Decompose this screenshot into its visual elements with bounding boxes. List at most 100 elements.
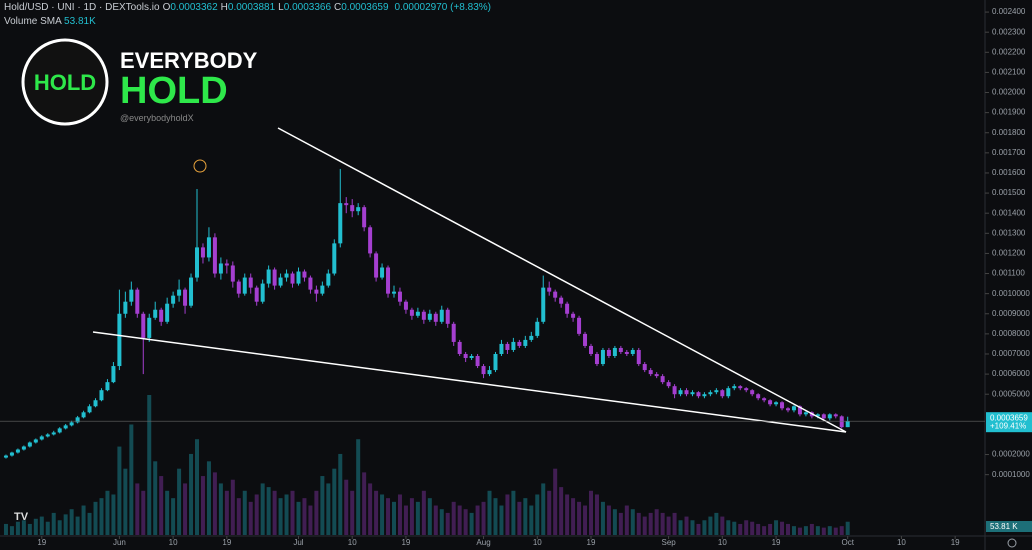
volume-bar: [624, 505, 629, 535]
candle-body: [618, 347, 623, 352]
volume-bar: [487, 490, 492, 535]
volume-bar: [147, 395, 152, 535]
volume-bar: [195, 439, 199, 535]
x-tick-label: 19: [772, 538, 781, 547]
volume-bar: [356, 439, 361, 535]
volume-bar: [696, 523, 701, 535]
candle-body: [9, 452, 14, 456]
volume-bar: [815, 526, 820, 535]
volume-bar: [45, 521, 50, 535]
y-tick-label: 0.001200: [992, 249, 1026, 258]
candle-body: [738, 386, 743, 389]
candle-body: [266, 269, 271, 284]
ohlc-value: 0.0003881: [227, 2, 276, 13]
y-tick-label: 0.001400: [992, 208, 1026, 217]
event-marker[interactable]: [193, 159, 207, 173]
volume-bar: [732, 521, 737, 535]
y-tick-label: 0.0006000: [992, 369, 1030, 378]
volume-bar: [350, 490, 355, 535]
volume-bar: [415, 501, 420, 535]
y-tick-label: 0.001600: [992, 168, 1026, 177]
volume-bar: [314, 490, 319, 535]
y-tick-label: 0.0005000: [992, 389, 1030, 398]
volume-bar: [660, 512, 665, 535]
candle-body: [517, 341, 522, 346]
volume-bar: [678, 520, 683, 535]
volume-bar: [463, 509, 468, 535]
candle-body: [630, 349, 635, 354]
volume-bar: [845, 521, 850, 535]
logo-badge: [21, 38, 109, 126]
candle-body: [57, 428, 62, 433]
candle-body: [815, 414, 820, 417]
brand-line1: EVERYBODY: [120, 48, 258, 73]
price-tag: [986, 412, 1032, 433]
volume-bar: [499, 505, 504, 535]
candle-body: [678, 390, 683, 395]
candle-body: [636, 349, 641, 365]
candle-body: [499, 343, 504, 354]
volume-bar: [738, 523, 743, 535]
volume-bar: [302, 498, 307, 535]
y-tick-label: 0.001700: [992, 148, 1026, 157]
volume-bar: [762, 526, 767, 535]
volume-bar: [9, 526, 14, 535]
candle-body: [195, 247, 199, 278]
x-tick-label: 10: [897, 538, 906, 547]
volume-bar: [39, 516, 44, 535]
y-tick-label: 0.0007000: [992, 349, 1030, 358]
price-tag-change: +109.41%: [990, 421, 1026, 430]
volume-bar: [714, 512, 719, 535]
volume-bar: [672, 512, 677, 535]
ohlc-label: C: [334, 2, 342, 13]
volume-bar: [780, 521, 785, 535]
candle-body: [744, 388, 749, 391]
candle-body: [165, 303, 170, 322]
candle-body: [780, 402, 785, 409]
y-tick-label: 0.0008000: [992, 329, 1030, 338]
y-tick-label: 0.0002000: [992, 450, 1030, 459]
x-tick-label: Jun: [113, 538, 126, 547]
candle-body: [368, 227, 373, 254]
candle-body: [589, 345, 593, 354]
volume-bar: [589, 490, 593, 535]
candle-body: [845, 421, 850, 428]
candle-body: [547, 287, 552, 292]
volume-bar: [69, 509, 74, 535]
candle-body: [141, 313, 146, 338]
volume-bar: [786, 523, 790, 535]
volume-bar: [99, 498, 104, 535]
candle-body: [469, 355, 474, 359]
candle-body: [726, 388, 731, 397]
volume-bar: [21, 520, 26, 535]
y-tick-label: 0.002200: [992, 47, 1026, 56]
brand-line2: HOLD: [120, 70, 228, 112]
candle-body: [750, 390, 755, 395]
volume-bar: [123, 468, 128, 535]
volume-bar: [421, 490, 426, 535]
volume-bar: [427, 498, 432, 535]
settings-icon[interactable]: [1007, 538, 1017, 548]
candle-body: [475, 355, 480, 367]
candle-body: [230, 265, 235, 282]
volume-bar: [541, 483, 546, 535]
volume-bar: [594, 494, 599, 535]
legend: Hold/USD · UNI · 1D · DEXTools.io O0.0003…: [4, 2, 494, 13]
volume-bar: [768, 523, 773, 535]
volume-bar: [821, 527, 826, 535]
ohlc-value: 0.0003366: [283, 2, 332, 13]
volume-bar: [648, 512, 653, 535]
candle-body: [45, 434, 50, 437]
candle-body: [571, 313, 576, 318]
candle-body: [791, 406, 796, 411]
volume-bar: [839, 526, 844, 535]
tv-logo[interactable]: TV: [14, 511, 29, 523]
volume-bar: [27, 523, 32, 535]
x-tick-label: 19: [37, 538, 46, 547]
ohlc-label: O: [162, 2, 171, 13]
volume-bar: [368, 483, 373, 535]
candle-body: [87, 406, 92, 413]
volume-bar: [523, 498, 528, 535]
volume-bar: [809, 523, 814, 535]
